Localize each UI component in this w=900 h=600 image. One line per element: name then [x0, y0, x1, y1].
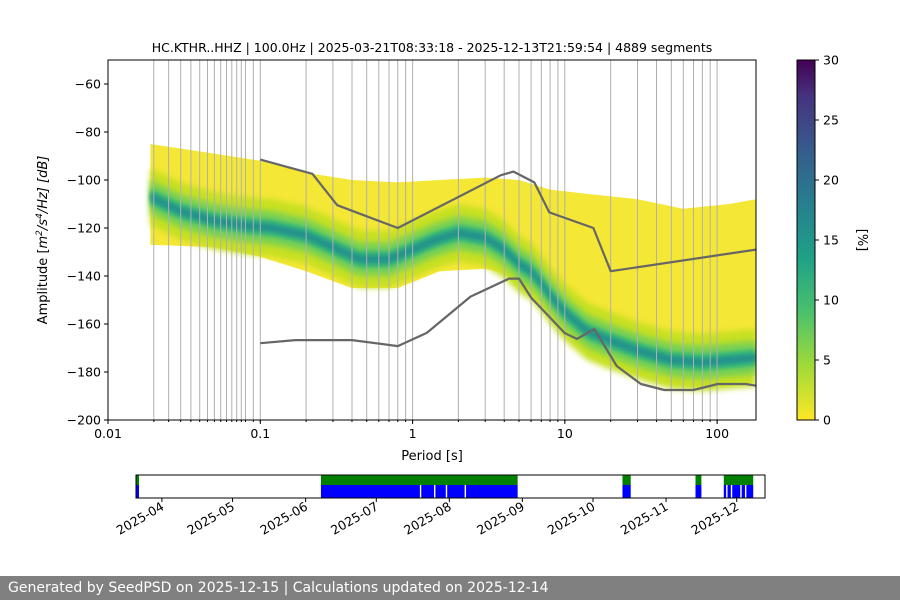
- y-tick-label: −60: [75, 77, 101, 92]
- x-tick-label: 0.1: [250, 426, 270, 441]
- timeline-gap-line: [730, 485, 733, 498]
- y-axis-label-part: s: [36, 219, 51, 226]
- timeline-tick-label: 2025-12: [688, 499, 741, 538]
- x-axis: 0.01 0.1 1 10 100: [94, 420, 729, 441]
- timeline-gap-bar: [622, 475, 631, 485]
- colorbar-label: [%]: [854, 229, 869, 252]
- y-tick-label: −180: [67, 365, 101, 380]
- timeline-tick-label: 2025-05: [184, 499, 237, 538]
- timeline-gap-line: [726, 485, 728, 498]
- nlnm-curve: [260, 277, 756, 392]
- y-axis-label-part: /: [36, 224, 51, 231]
- psd-heatmap: [150, 144, 756, 392]
- y-axis-label-part: 2: [35, 230, 45, 236]
- timeline-data-bar: [695, 485, 702, 498]
- chart-title: HC.KTHR..HHZ | 100.0Hz | 2025-03-21T08:3…: [152, 40, 713, 55]
- timeline-tick-label: 2025-08: [401, 499, 454, 538]
- vertical-grid: [153, 60, 718, 420]
- timeline-gap-line: [434, 485, 436, 498]
- timeline-data-bar: [723, 485, 754, 498]
- colorbar-tick-label: 25: [823, 113, 839, 128]
- y-tick-label: −160: [67, 317, 101, 332]
- timeline-tick-label: 2025-09: [474, 499, 527, 538]
- y-axis-label: Amplitude [m2/s4/Hz] [dB]: [35, 156, 51, 325]
- timeline-tick-label: 2025-06: [257, 499, 310, 538]
- timeline-gap-line: [744, 485, 747, 498]
- figure: HC.KTHR..HHZ | 100.0Hz | 2025-03-21T08:3…: [35, 40, 869, 538]
- timeline-gap-bar: [695, 475, 702, 485]
- y-tick-label: −80: [75, 125, 101, 140]
- x-axis-label: Period [s]: [401, 449, 463, 464]
- timeline-tick-label: 2025-04: [114, 499, 167, 538]
- colorbar-ticks: 0 5 10 15 20 25 30: [815, 53, 839, 428]
- timeline-tick-label: 2025-11: [618, 499, 671, 538]
- nhnm-curve: [260, 158, 756, 273]
- timeline-gap-bar: [723, 475, 754, 485]
- x-tick-label: 0.01: [94, 426, 122, 441]
- timeline-tick-label: 2025-07: [328, 499, 381, 538]
- footer-bar: Generated by SeedPSD on 2025-12-15 | Cal…: [0, 576, 900, 600]
- y-axis-label-part: m: [36, 236, 51, 249]
- timeline-gap-line: [464, 485, 467, 498]
- timeline-gap-line: [740, 485, 742, 498]
- plot-area: 0.01 0.1 1 10 100 −200 −180 −160 −140 −120 −100 −8…: [67, 59, 757, 441]
- data-availability-timeline: 2025-04 2025-05 2025-06 2025-07 2025-08 2025-…: [114, 474, 766, 538]
- timeline-frame: [135, 474, 766, 499]
- y-axis-label-part: /Hz] [dB]: [36, 156, 51, 215]
- plot-frame: [107, 59, 757, 421]
- timeline-gap-line: [419, 485, 422, 498]
- timeline-gap-bar: [136, 475, 139, 485]
- colorbar-tick-label: 15: [823, 233, 839, 248]
- y-tick-label: −140: [67, 269, 101, 284]
- timeline-bars: [136, 475, 754, 498]
- y-axis: −200 −180 −160 −140 −120 −100 −80 −60: [67, 77, 108, 428]
- colorbar-gradient: [796, 59, 816, 421]
- x-tick-label: 100: [705, 426, 729, 441]
- y-tick-label: −200: [67, 413, 101, 428]
- colorbar-tick-label: 30: [823, 53, 839, 68]
- y-axis-label-part: Amplitude [: [36, 248, 51, 324]
- timeline-data-bar: [622, 485, 631, 498]
- colorbar-tick-label: 20: [823, 173, 839, 188]
- timeline-gap-line: [445, 485, 448, 498]
- colorbar-tick-label: 5: [823, 353, 831, 368]
- timeline-tick-label: 2025-10: [545, 499, 598, 538]
- colorbar-tick-label: 10: [823, 293, 839, 308]
- density-band-peak: [150, 193, 756, 367]
- x-tick-label: 1: [409, 426, 417, 441]
- timeline-x-axis: 2025-04 2025-05 2025-06 2025-07 2025-08 2025-…: [114, 498, 741, 538]
- y-tick-label: −100: [67, 173, 101, 188]
- y-tick-label: −120: [67, 221, 101, 236]
- timeline-data-bar: [136, 485, 139, 498]
- noise-model-curves: [260, 158, 756, 392]
- colorbar-tick-label: 0: [823, 413, 831, 428]
- timeline-data-bar: [320, 485, 518, 498]
- y-axis-label-part: 4: [35, 213, 45, 219]
- colorbar: 0 5 10 15 20 25 30 [%]: [796, 53, 869, 428]
- timeline-gap-bar: [320, 475, 518, 485]
- footer-text: Generated by SeedPSD on 2025-12-15 | Cal…: [8, 580, 549, 596]
- x-tick-label: 10: [557, 426, 573, 441]
